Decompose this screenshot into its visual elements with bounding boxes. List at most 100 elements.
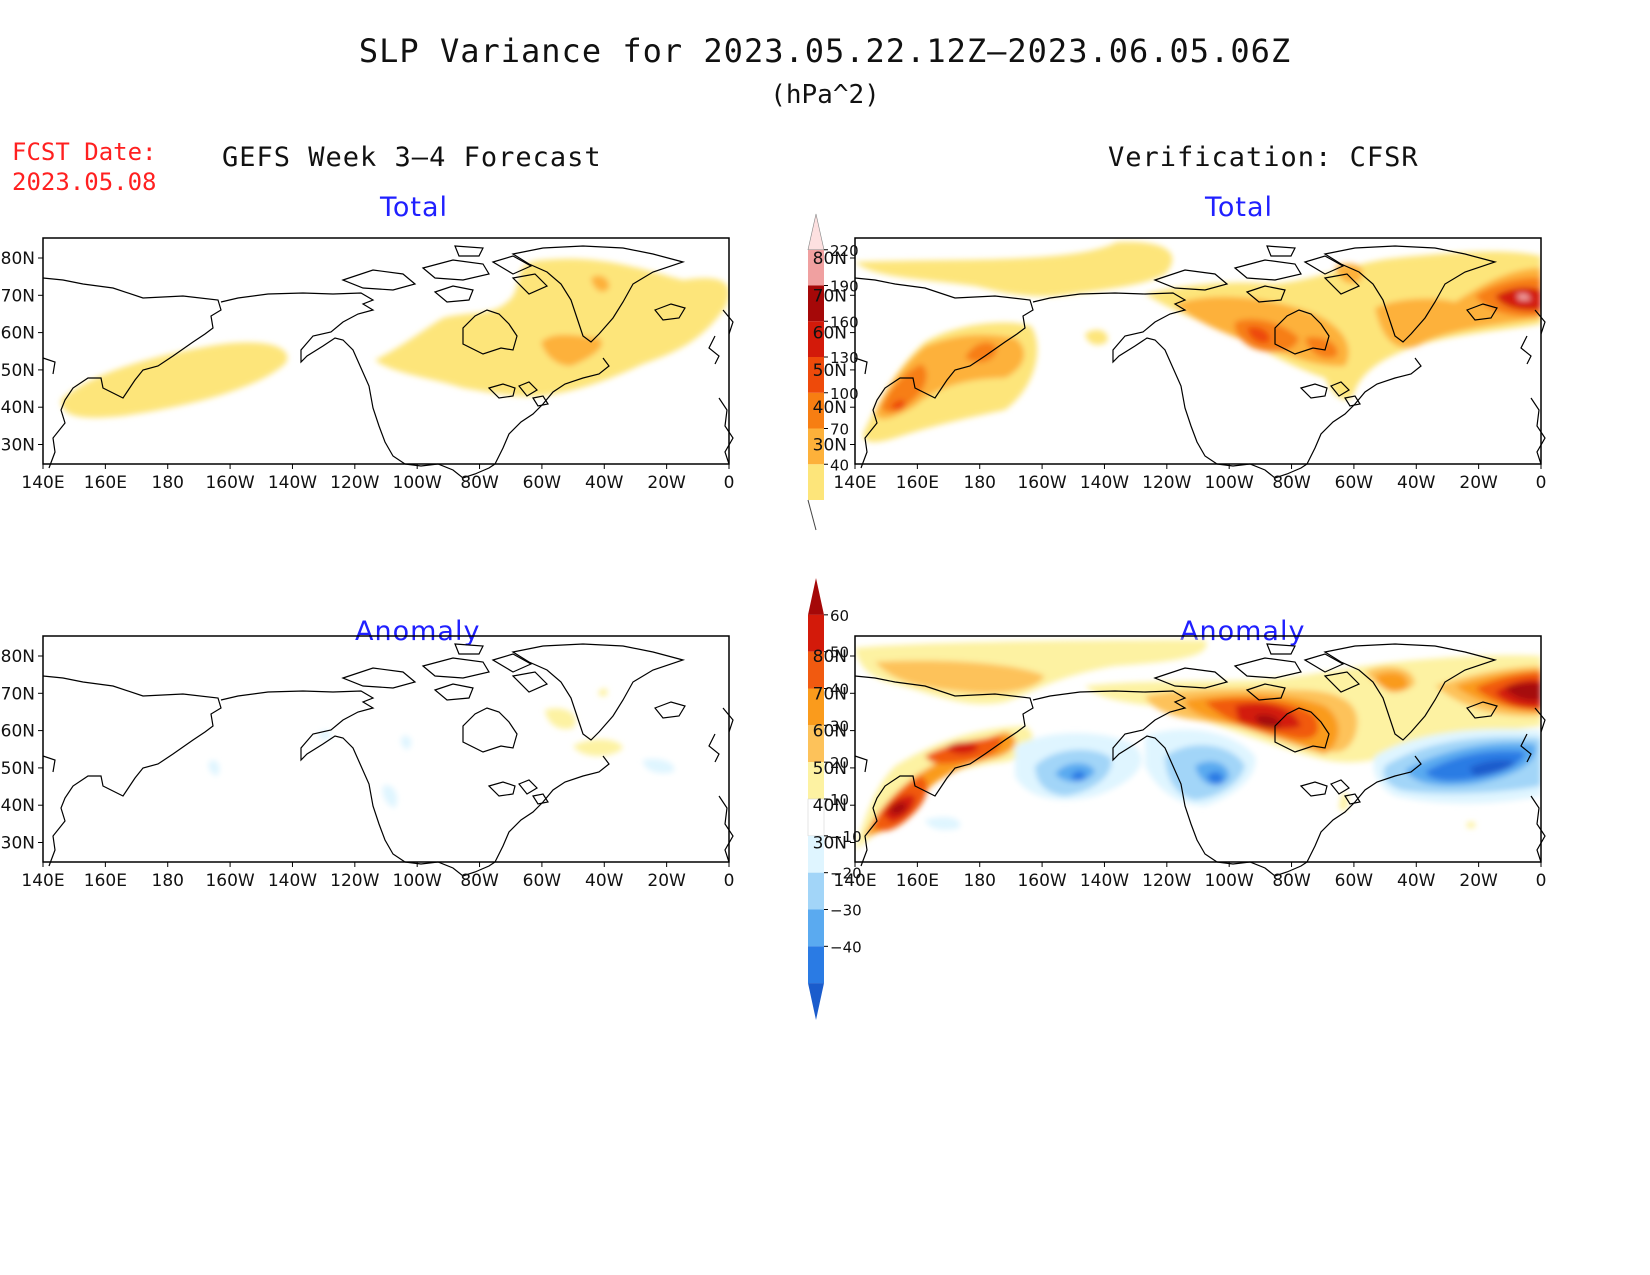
colorbar-total-swatch [808,357,824,393]
lon-tick-label-forecast-anomaly: 160E [84,871,127,891]
lon-tick-label-forecast-anomaly: 140W [268,871,317,891]
lat-tick-label-forecast-anomaly: 40N [1,796,35,816]
lon-tick-label-verification-total: 160W [1017,473,1066,493]
lon-tick-label-forecast-total: 0 [724,473,735,493]
map-forecast-anomaly [42,635,734,877]
lon-tick-label-forecast-anomaly: 0 [724,871,735,891]
axis-labels: 140E 160E 180 160W 140W 120W 100W 80W 60W 40W 20W 0… [1,249,1547,891]
lat-tick-label-forecast-total: 40N [1,398,35,418]
lon-tick-label-verification-total: 60W [1335,473,1374,493]
panel-title-forecast-anomaly: Anomaly [355,616,481,647]
lon-tick-label-forecast-total: 40W [585,473,624,493]
lon-tick-label-forecast-total: 160E [84,473,127,493]
lon-tick-label-forecast-total: 80W [460,473,499,493]
colorbar-anomaly-swatch [808,651,824,689]
lon-tick-label-forecast-total: 120W [330,473,379,493]
colorbar-anomaly-label: 50 [830,644,849,662]
lon-tick-label-forecast-anomaly: 40W [585,871,624,891]
lon-tick-label-forecast-anomaly: 160W [205,871,254,891]
lon-tick-label-verification-anomaly: 80W [1272,871,1311,891]
lat-tick-label-verification-anomaly: 70N [813,684,847,704]
lat-tick-label-verification-total: 60N [813,324,847,344]
lon-tick-label-verification-total: 80W [1272,473,1311,493]
colorbar-total-label: 40 [830,456,849,474]
lat-tick-label-verification-total: 80N [813,249,847,269]
lon-tick-label-verification-total: 120W [1142,473,1191,493]
lat-tick-label-verification-anomaly: 40N [813,796,847,816]
forecast-date-block: FCST Date: 2023.05.08 [12,137,157,197]
colorbar-anomaly: 60 50 40 30 20 10 −10 −20 −30 −40 [807,578,862,1020]
panel-title-forecast-total: Total [380,192,449,223]
colorbar-total: 40 70 100 130 160 190 220 [807,213,859,531]
lon-tick-label-forecast-anomaly: 100W [393,871,442,891]
lat-tick-label-forecast-total: 50N [1,361,35,381]
lon-tick-label-forecast-anomaly: 60W [523,871,562,891]
lon-tick-label-verification-total: 0 [1536,473,1547,493]
lon-tick-label-verification-anomaly: 160E [896,871,939,891]
map-verification-anomaly [854,635,1546,877]
colorbar-anomaly-label: −30 [830,902,862,920]
lat-tick-label-verification-total: 30N [813,436,847,456]
lat-tick-label-verification-total: 70N [813,286,847,306]
colorbar-total-swatch [808,464,824,500]
lon-tick-label-verification-total: 140E [833,473,876,493]
panel-title-verification-total: Total [1205,192,1274,223]
lat-tick-label-verification-anomaly: 50N [813,759,847,779]
colorbar-total-swatch [808,285,824,322]
forecast-date-value: 2023.05.08 [12,168,157,196]
lon-tick-label-verification-anomaly: 60W [1335,871,1374,891]
lon-tick-label-verification-anomaly: 40W [1397,871,1436,891]
lon-tick-label-verification-anomaly: 180 [964,871,996,891]
lat-tick-label-forecast-anomaly: 60N [1,722,35,742]
colorbar-total-label: 220 [830,242,859,260]
colorbar-total-label: 100 [830,385,859,403]
colorbar-anomaly-swatch [808,909,824,947]
lat-tick-label-forecast-anomaly: 50N [1,759,35,779]
lon-tick-label-forecast-total: 140W [268,473,317,493]
lon-tick-label-forecast-anomaly: 80W [460,871,499,891]
colorbar-total-swatch [808,428,824,465]
colorbar-total-swatch [808,392,824,429]
colorbar-anomaly-label: −40 [830,938,862,956]
lon-tick-label-forecast-total: 160W [205,473,254,493]
colorbar-anomaly-label: −10 [830,828,862,846]
lon-tick-label-forecast-anomaly: 180 [152,871,184,891]
lat-tick-label-forecast-anomaly: 80N [1,647,35,667]
colorbar-anomaly-label: 20 [830,754,849,772]
colorbar-total-swatch [808,321,824,357]
lat-tick-label-forecast-total: 30N [1,436,35,456]
lon-tick-label-verification-total: 160E [896,473,939,493]
lon-tick-label-forecast-anomaly: 140E [21,871,64,891]
map-forecast-total [42,237,734,479]
colorbar-anomaly-swatch [808,983,824,1020]
lon-tick-label-forecast-total: 20W [647,473,686,493]
colorbar-anomaly-label: 30 [830,717,849,735]
colorbar-total-swatch [808,249,824,286]
colorbar-anomaly-swatch [808,725,824,763]
lat-tick-label-verification-anomaly: 80N [813,647,847,667]
lat-tick-label-verification-total: 40N [813,398,847,418]
lon-tick-label-forecast-anomaly: 120W [330,871,379,891]
forecast-date-label: FCST Date: [12,138,157,166]
lon-tick-label-forecast-total: 100W [393,473,442,493]
main-title: SLP Variance for 2023.05.22.12Z–2023.06.… [358,32,1292,70]
map-verification-total [854,237,1546,479]
lon-tick-label-verification-total: 40W [1397,473,1436,493]
lon-tick-label-verification-total: 100W [1205,473,1254,493]
colorbar-total-label: 130 [830,349,859,367]
lon-tick-label-verification-anomaly: 100W [1205,871,1254,891]
colorbar-anomaly-label: 10 [830,791,849,809]
lon-tick-label-verification-total: 140W [1080,473,1129,493]
colorbar-total-label: 190 [830,278,859,296]
lat-tick-label-forecast-anomaly: 70N [1,684,35,704]
colorbar-anomaly-swatch [808,872,824,910]
colorbar-anomaly-label: 40 [830,681,849,699]
colorbar-anomaly-swatch [808,688,824,726]
lat-tick-label-forecast-total: 80N [1,249,35,269]
lon-tick-label-verification-anomaly: 20W [1459,871,1498,891]
lat-tick-label-forecast-anomaly: 30N [1,834,35,854]
verification-column-heading: Verification: CFSR [1108,142,1419,173]
lat-tick-label-verification-total: 50N [813,361,847,381]
lon-tick-label-forecast-total: 180 [152,473,184,493]
